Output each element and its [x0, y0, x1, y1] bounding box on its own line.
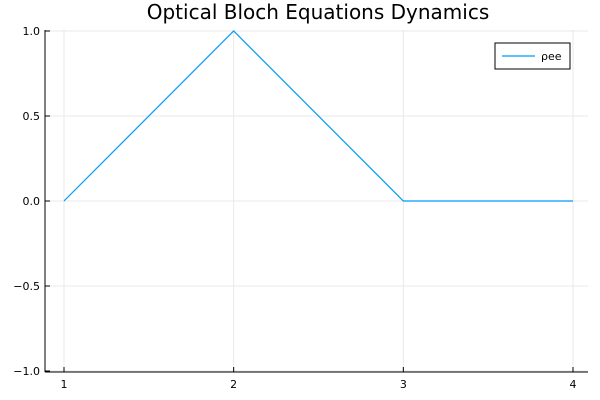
y-tick-label: 1.0: [23, 25, 41, 38]
chart-title: Optical Bloch Equations Dynamics: [147, 0, 490, 24]
x-tick-label: 2: [230, 378, 237, 391]
legend-label: ρee: [541, 50, 562, 63]
axes: [44, 30, 588, 373]
legend: ρee: [494, 42, 571, 70]
y-tick-label: −0.5: [13, 280, 40, 293]
x-tick-label: 4: [570, 378, 577, 391]
y-tick-label: 0.5: [23, 110, 41, 123]
y-tick-label: 0.0: [23, 195, 41, 208]
x-tick-label: 3: [400, 378, 407, 391]
y-tick-label: −1.0: [13, 365, 40, 378]
tick-labels: 1 2 3 4 −1.0 −0.5 0.0 0.5 1.0: [13, 25, 576, 391]
series-line: [63, 30, 573, 202]
x-tick-label: 1: [61, 378, 68, 391]
series-layer: [63, 30, 573, 202]
grid: [45, 30, 588, 372]
